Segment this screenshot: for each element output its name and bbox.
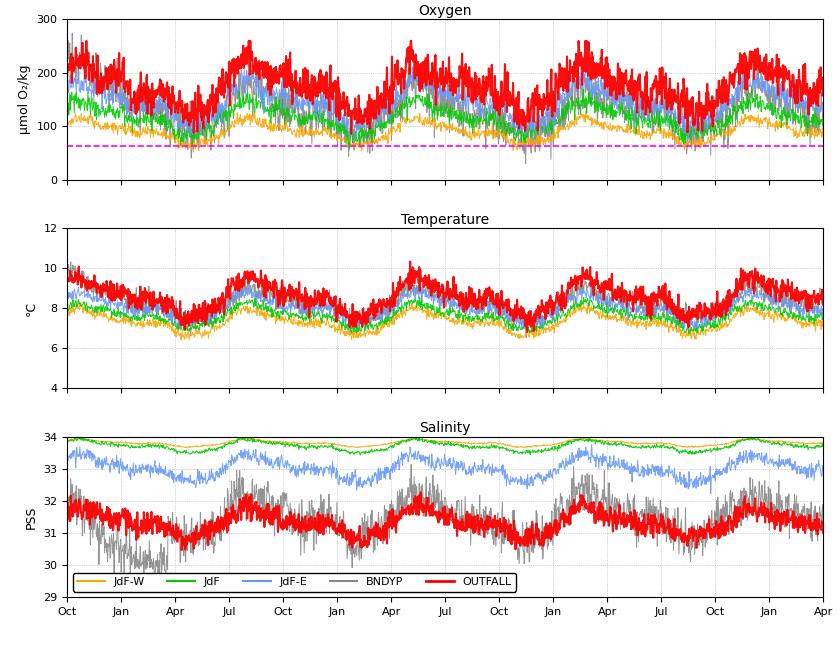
- Title: Temperature: Temperature: [402, 213, 489, 227]
- Legend: JdF-W, JdF, JdF-E, BNDYP, OUTFALL: JdF-W, JdF, JdF-E, BNDYP, OUTFALL: [73, 572, 516, 591]
- Y-axis label: PSS: PSS: [24, 505, 38, 528]
- Y-axis label: °C: °C: [25, 300, 38, 316]
- Title: Salinity: Salinity: [419, 421, 471, 435]
- Y-axis label: μmol O₂/kg: μmol O₂/kg: [18, 65, 31, 134]
- Title: Oxygen: Oxygen: [418, 5, 472, 18]
